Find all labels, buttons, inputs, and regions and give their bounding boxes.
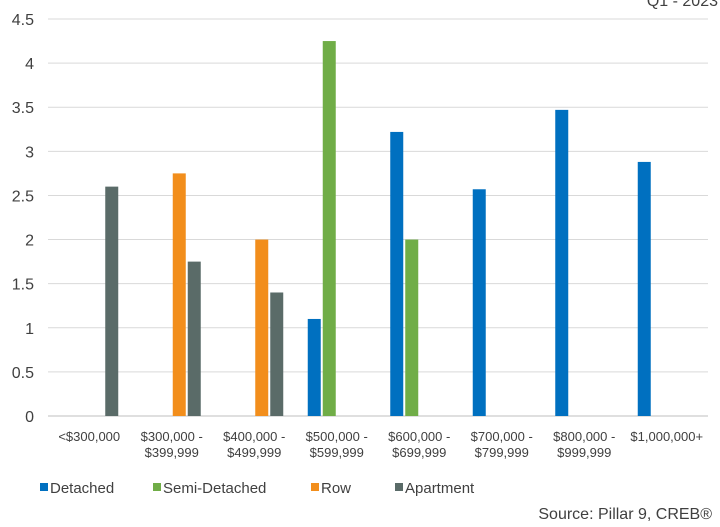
bar-apartment <box>187 261 201 416</box>
period-label: Q1 - 2023 <box>647 0 718 10</box>
y-tick-label: 4 <box>25 56 34 73</box>
y-tick-label: 3 <box>25 144 34 161</box>
bar-detached <box>637 161 651 416</box>
y-tick-label: 1 <box>25 321 34 338</box>
y-tick-label: 2 <box>25 233 34 250</box>
x-tick-label: $800,000 - <box>553 429 615 444</box>
legend-swatch <box>311 483 319 491</box>
y-tick-label: 3.5 <box>12 100 34 117</box>
legend-swatch <box>40 483 48 491</box>
x-tick-label: $500,000 - <box>306 429 368 444</box>
legend: Detached Semi-Detached Row Apartment <box>40 480 475 497</box>
bar-detached <box>472 189 486 416</box>
gridlines <box>48 18 708 417</box>
x-axis-ticks: <$300,000 $300,000 -$399,999 $400,000 -$49… <box>58 429 703 460</box>
x-tick-label: $699,999 <box>392 445 446 460</box>
y-tick-label: 1.5 <box>12 277 34 294</box>
x-tick-label: $700,000 - <box>471 429 533 444</box>
y-axis-ticks: 0 0.5 1 1.5 2 2.5 3 3.5 4 4.5 <box>12 12 34 426</box>
x-tick-label: <$300,000 <box>58 429 120 444</box>
x-tick-label: $799,999 <box>475 445 529 460</box>
x-tick-label: $499,999 <box>227 445 281 460</box>
x-tick-label: $599,999 <box>310 445 364 460</box>
bar-semi-detached <box>405 239 419 416</box>
legend-swatch <box>153 483 161 491</box>
y-tick-label: 0 <box>25 409 34 426</box>
legend-label: Apartment <box>405 480 475 497</box>
y-tick-label: 4.5 <box>12 12 34 29</box>
x-tick-label: $400,000 - <box>223 429 285 444</box>
legend-label: Semi-Detached <box>163 480 266 497</box>
bar-semi-detached <box>322 41 336 417</box>
x-tick-label: $1,000,000+ <box>630 429 703 444</box>
bar-detached <box>555 109 569 416</box>
bars <box>105 41 651 417</box>
x-tick-label: $399,999 <box>145 445 199 460</box>
bar-apartment <box>270 292 284 416</box>
bar-row <box>255 239 269 416</box>
bar-detached <box>307 318 321 416</box>
bar-detached <box>390 131 404 416</box>
x-tick-label: $300,000 - <box>141 429 203 444</box>
x-tick-label: $999,999 <box>557 445 611 460</box>
y-tick-label: 2.5 <box>12 188 34 205</box>
legend-swatch <box>395 483 403 491</box>
y-tick-label: 0.5 <box>12 365 34 382</box>
legend-label: Detached <box>50 480 114 497</box>
bar-apartment <box>105 186 119 416</box>
source-note: Source: Pillar 9, CREB® <box>538 506 712 523</box>
x-tick-label: $600,000 - <box>388 429 450 444</box>
legend-label: Row <box>321 480 351 497</box>
bar-row <box>172 173 186 416</box>
